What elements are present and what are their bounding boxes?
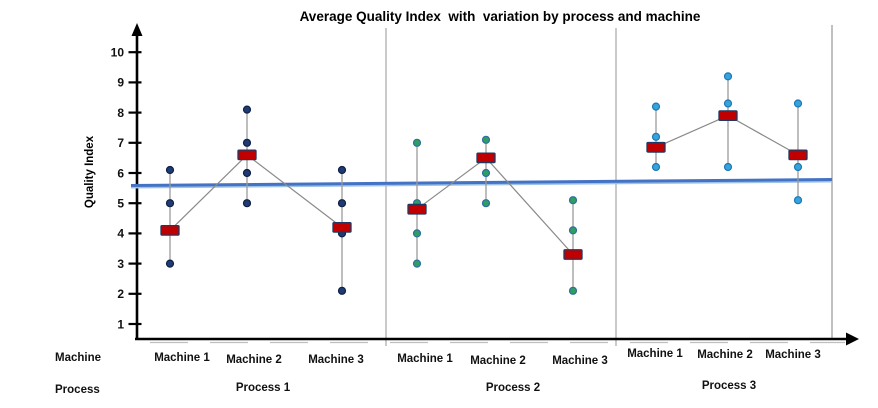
x-axis-arrow <box>846 332 859 346</box>
x-label-machine: Machine 2 <box>226 354 282 366</box>
x-label-machine: Machine 3 <box>765 349 821 361</box>
data-point-dot <box>242 105 252 114</box>
mean-marker <box>237 149 257 161</box>
x-label-machine: Machine 1 <box>154 352 210 364</box>
data-point-dot <box>165 199 175 208</box>
data-point-dot <box>337 165 347 175</box>
data-point-dot <box>651 102 661 111</box>
data-point-dot <box>481 135 491 144</box>
data-point-dot <box>723 162 733 172</box>
mean-marker <box>476 152 496 164</box>
data-point-dot <box>793 162 803 172</box>
data-point-dot <box>412 138 422 147</box>
x-label-process: Process 3 <box>701 380 757 392</box>
y-tick-label: 10 <box>111 46 125 60</box>
x-label-process: Process 1 <box>235 382 291 394</box>
mean-marker <box>160 224 180 236</box>
mean-marker <box>563 249 583 260</box>
data-point-dot <box>242 138 252 147</box>
y-tick-label: 9 <box>117 76 124 90</box>
x-label-machine: Machine 1 <box>397 353 453 365</box>
data-point-dot <box>723 72 733 81</box>
x-label-machine: Machine 2 <box>697 349 753 361</box>
data-point-dot <box>165 259 175 268</box>
data-point-dot <box>568 286 578 295</box>
data-point-dot <box>568 196 578 205</box>
mean-marker <box>718 110 738 121</box>
data-point-dot <box>651 162 661 172</box>
mean-marker <box>788 149 808 161</box>
axis-row-label-machine: Machine <box>55 352 102 364</box>
mean-connector-line <box>655 114 799 156</box>
mean-marker <box>407 203 427 215</box>
y-tick-label: 5 <box>117 197 124 211</box>
x-label-machine: Machine 1 <box>627 348 683 360</box>
data-point-dot <box>337 286 347 295</box>
y-tick-label: 1 <box>117 317 124 331</box>
data-point-dot <box>568 226 578 235</box>
data-point-dot <box>242 199 252 208</box>
data-point-dot <box>481 168 491 178</box>
y-axis-arrow <box>131 23 143 36</box>
data-point-dot <box>651 132 661 141</box>
y-tick-label: 2 <box>117 287 124 301</box>
y-tick-label: 6 <box>117 166 124 180</box>
x-label-machine: Machine 3 <box>308 354 364 366</box>
data-point-dot <box>412 259 422 268</box>
average-quality-line <box>130 178 833 187</box>
data-point-dot <box>793 99 803 108</box>
data-point-dot <box>793 196 803 205</box>
mean-connector-line <box>416 157 574 255</box>
y-tick-label: 4 <box>117 227 124 241</box>
mean-marker <box>646 141 666 153</box>
data-point-dot <box>412 229 422 238</box>
mean-connector-line <box>169 154 343 231</box>
y-tick-label: 7 <box>117 136 124 150</box>
data-point-dot <box>481 199 491 208</box>
y-tick-label: 8 <box>117 106 124 120</box>
axis-row-label-process: Process <box>55 384 100 396</box>
mean-marker <box>332 221 352 233</box>
data-point-dot <box>242 168 252 178</box>
y-tick-label: 3 <box>117 257 124 271</box>
x-label-machine: Machine 2 <box>470 355 526 367</box>
data-point-dot <box>165 165 175 175</box>
data-point-dot <box>337 199 347 208</box>
average-line-underlay <box>130 180 833 189</box>
x-label-machine: Machine 3 <box>552 355 608 367</box>
data-point-dot <box>723 99 733 108</box>
chart-title: Average Quality Index with variation by … <box>299 9 701 24</box>
x-label-process: Process 2 <box>485 382 541 394</box>
